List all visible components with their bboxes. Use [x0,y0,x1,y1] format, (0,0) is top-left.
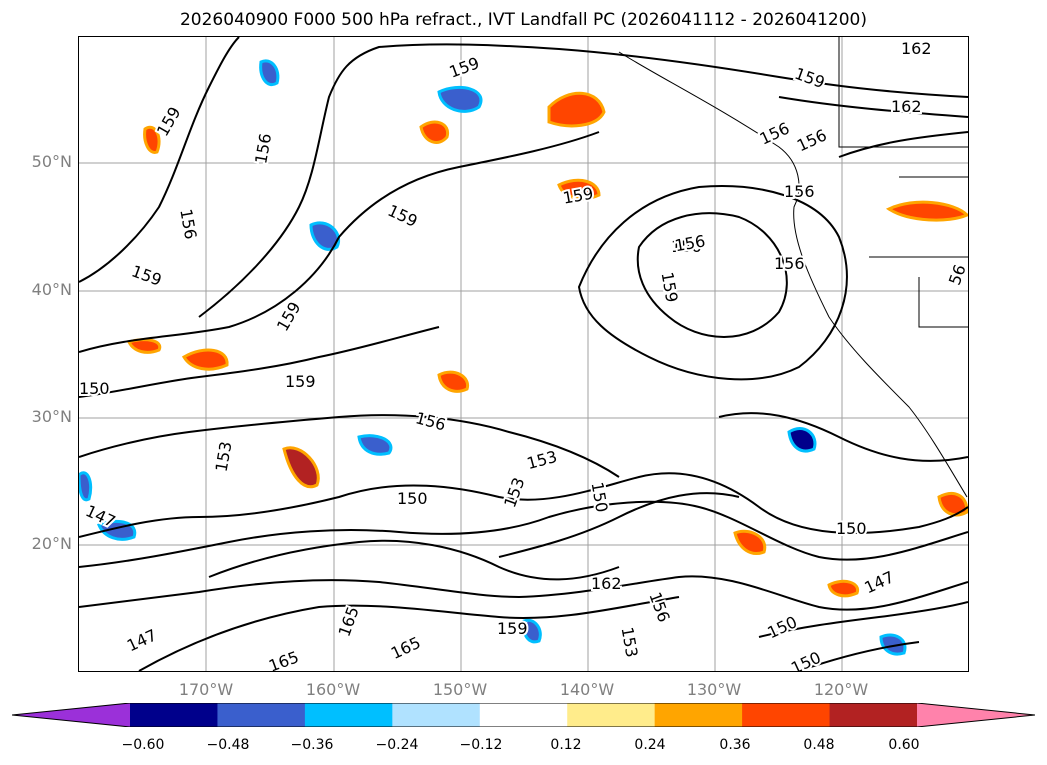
contour-label: 156 [251,132,275,165]
contour-label: 159 [658,270,682,303]
negative-anomaly-area [522,618,542,644]
contour-label: 165 [334,604,362,639]
colorbar-segment [392,703,481,727]
contour-label: 150 [788,648,824,671]
contour-label: 156 [673,231,706,255]
positive-anomaly-area [282,446,320,489]
positive-anomaly-area [733,529,767,555]
lon-label: 150°W [432,680,488,699]
contour-label: 147 [124,625,160,655]
contour-label: 159 [561,184,594,208]
lat-label: 40°N [31,280,72,299]
contour-label: 165 [266,647,301,671]
contour-label: 156 [645,589,673,624]
colorbar-segment [479,703,568,727]
lat-label: 30°N [31,407,72,426]
contour-label: 56 [945,262,968,288]
map-panel[interactable]: 162 162 159 159 156 159 156 156 159 156 … [78,36,969,672]
lon-label: 170°W [178,680,234,699]
contour-label: 150 [836,519,867,538]
colorbar-segment [654,703,743,727]
contour-label: 156 [784,182,815,201]
positive-anomaly-area [885,200,968,222]
contour-label: 150 [764,612,800,642]
colorbar-tick: −0.12 [459,737,503,753]
lon-label: 120°W [813,680,869,699]
contour-label: 159 [792,64,827,92]
contour-label: 153 [525,447,559,473]
contour-label: 162 [891,97,922,116]
colorbar-segment [567,703,656,727]
colorbar [12,703,1035,727]
lon-label: 140°W [559,680,615,699]
colorbar-tick: −0.36 [290,737,334,753]
colorbar-tick: 0.48 [803,737,835,753]
contour-label: 159 [447,53,482,81]
contour-label: 156 [413,408,447,434]
colorbar-extend-max [917,703,1035,727]
graticule [79,37,968,671]
colorbar-tick: 0.36 [719,737,751,753]
negative-anomaly-area [309,221,341,251]
lon-label: 130°W [686,680,742,699]
contour-lines [79,37,968,671]
positive-anomaly-area [937,492,968,517]
colorbar-tick: 0.60 [888,737,920,753]
positive-anomaly-area [437,370,470,393]
negative-anomaly-area [357,434,393,456]
contour-label: 165 [388,633,424,663]
contour-label: 162 [901,39,932,58]
negative-anomaly-area [879,633,907,656]
contour-label: 156 [774,254,805,273]
positive-anomaly-area [143,125,161,154]
colorbar-extend-min [12,703,130,727]
contour-label: 150 [79,379,110,398]
anomaly-fills [79,59,968,656]
contour-label: 153 [500,475,528,510]
colorbar-tick: −0.48 [206,737,250,753]
colorbar-segment [829,703,918,727]
positive-anomaly-area [557,178,601,201]
colorbar-tick: 0.24 [634,737,666,753]
positive-anomaly-area [181,348,229,371]
map-canvas: 162 162 159 159 156 159 156 156 159 156 … [79,37,968,671]
contour-label: 156 [671,237,702,256]
contour-label: 153 [618,625,642,658]
contour-label: 156 [176,207,200,240]
lon-label: 160°W [305,680,361,699]
coastlines [618,37,968,498]
negative-anomaly-area [259,59,280,86]
colorbar-tick: −0.24 [375,737,419,753]
colorbar-tick: 0.12 [550,737,582,753]
colorbar-segment [217,703,306,727]
lat-label: 20°N [31,534,72,553]
negative-anomaly-area [79,471,93,502]
positive-anomaly-area [827,579,860,598]
contour-label: 159 [497,619,528,638]
positive-anomaly-area [547,91,606,128]
contour-label: 159 [129,261,164,289]
positive-anomaly-area [126,338,162,354]
colorbar-tick: −0.60 [121,737,165,753]
contour-label: 150 [397,489,428,508]
colorbar-segment [130,703,218,727]
contour-label: 147 [861,567,897,597]
negative-anomaly-area [437,85,483,113]
contour-label: 162 [591,574,622,593]
positive-anomaly-area [419,120,450,144]
contour-label: 153 [212,440,236,473]
colorbar-segment [742,703,831,727]
negative-anomaly-area [787,426,817,453]
contour-label: 156 [794,125,830,155]
contour-label: 150 [588,480,612,513]
colorbar-segment [304,703,393,727]
contour-label: 159 [385,201,421,231]
contour-label: 159 [285,372,316,391]
lat-label: 50°N [31,152,72,171]
map-title: 2026040900 F000 500 hPa refract., IVT La… [179,10,867,30]
